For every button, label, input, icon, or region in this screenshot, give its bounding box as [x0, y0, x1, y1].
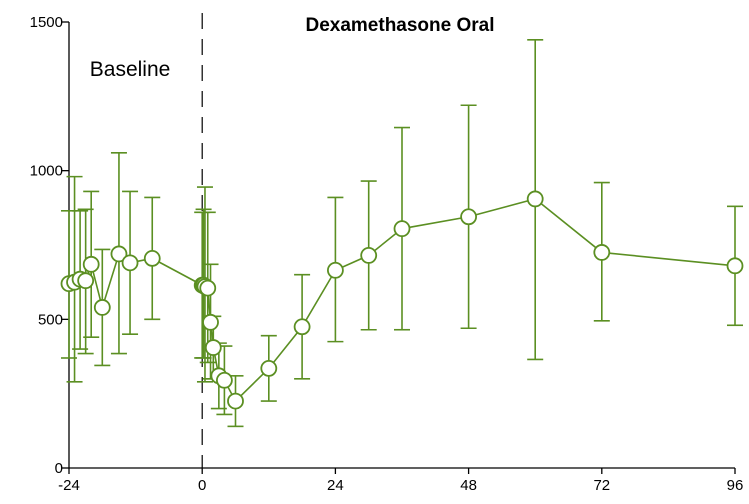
data-point	[121, 254, 139, 272]
data-point	[93, 299, 111, 316]
data-point	[199, 279, 217, 297]
y-tick-label: 1000	[30, 163, 63, 180]
data-point	[293, 318, 311, 336]
data-point	[526, 190, 544, 208]
x-tick-label: -24	[58, 477, 80, 494]
data-point	[393, 220, 411, 238]
y-tick-label: 0	[55, 460, 63, 477]
x-tick-label: 48	[460, 477, 477, 494]
x-tick-label: 24	[327, 477, 344, 494]
data-point	[204, 339, 222, 356]
data-point	[143, 249, 161, 267]
data-point	[77, 272, 95, 290]
data-point	[82, 255, 100, 273]
data-point	[215, 371, 233, 389]
data-point	[726, 257, 744, 275]
data-point	[110, 245, 128, 263]
x-tick-label: 72	[593, 477, 610, 494]
y-tick-label: 1500	[30, 14, 63, 31]
x-tick-label: 0	[198, 477, 206, 494]
data-point	[260, 359, 278, 377]
data-point	[326, 261, 344, 279]
data-point	[593, 244, 611, 261]
x-tick-label: 96	[727, 477, 744, 494]
data-point	[227, 392, 244, 410]
data-point	[202, 313, 219, 331]
data-point	[460, 208, 478, 226]
baseline-annotation: Baseline	[90, 58, 171, 81]
data-point	[360, 247, 378, 264]
y-tick-label: 500	[38, 311, 63, 328]
chart-title: Dexamethasone Oral	[305, 15, 494, 36]
